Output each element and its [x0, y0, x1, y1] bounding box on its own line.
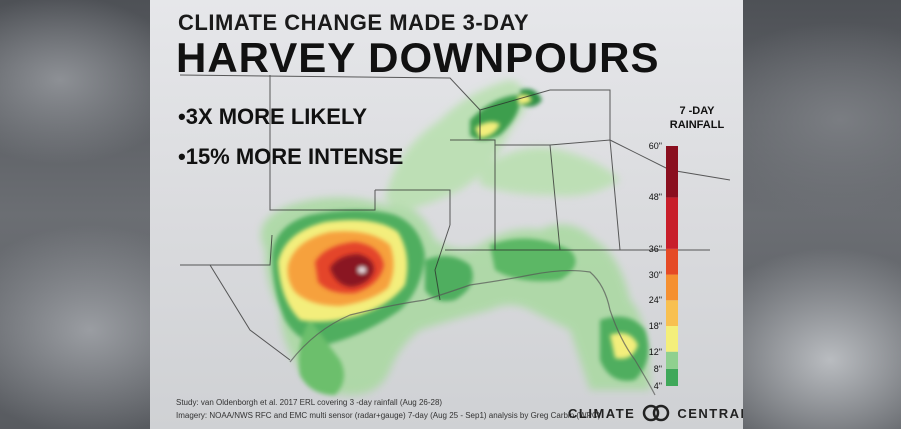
logo-rings-icon — [643, 404, 670, 422]
legend-band — [666, 146, 678, 198]
legend-title-line1: 7 -DAY — [679, 105, 715, 117]
logo-text-central: CENTRAL — [677, 405, 743, 421]
legend-title-line2: RAINFALL — [669, 119, 725, 131]
legend-band — [666, 248, 678, 275]
legend-title: 7 -DAY RAINFALL — [666, 104, 728, 132]
legend-tick-label: 36" — [648, 243, 662, 254]
title-line1: CLIMATE CHANGE MADE 3-DAY — [178, 10, 530, 35]
bullet-more-likely: •3X MORE LIKELY — [178, 104, 368, 129]
legend-tick-label: 4" — [653, 381, 662, 391]
logo-text-climate: CLIMATE — [568, 405, 636, 421]
legend-band — [666, 300, 678, 326]
legend-band — [666, 326, 678, 352]
imagery-credit: Imagery: NOAA/NWS RFC and EMC multi sens… — [176, 411, 601, 420]
legend-band — [666, 197, 678, 249]
legend-tick-label: 30" — [648, 269, 662, 280]
rainfall-map — [179, 74, 731, 396]
title-line2: HARVEY DOWNPOURS — [176, 34, 660, 81]
legend-band — [666, 274, 678, 301]
legend-band — [666, 351, 678, 369]
legend-tick-label: 18" — [648, 321, 662, 331]
rainfall-swath-max — [330, 254, 374, 287]
state-boundaries — [179, 74, 731, 361]
legend-tick-label: 12" — [648, 346, 662, 357]
bullet-more-intense: •15% MORE INTENSE — [178, 144, 404, 169]
legend-tick-label: 60" — [648, 141, 662, 151]
map-panel: CLIMATE CHANGE MADE 3-DAY HARVEY DOWNPOU… — [150, 0, 743, 429]
gulf-coastline — [289, 269, 656, 396]
legend-band — [666, 368, 678, 386]
legend-tick-label: 24" — [648, 295, 662, 306]
legend-color-bar — [666, 146, 678, 386]
legend-tick-label: 48" — [648, 192, 662, 203]
study-credit: Study: van Oldenborgh et al. 2017 ERL co… — [176, 398, 443, 407]
legend-tick-label: 8" — [653, 363, 662, 374]
climate-central-logo: CLIMATE CENTRAL — [568, 404, 743, 422]
